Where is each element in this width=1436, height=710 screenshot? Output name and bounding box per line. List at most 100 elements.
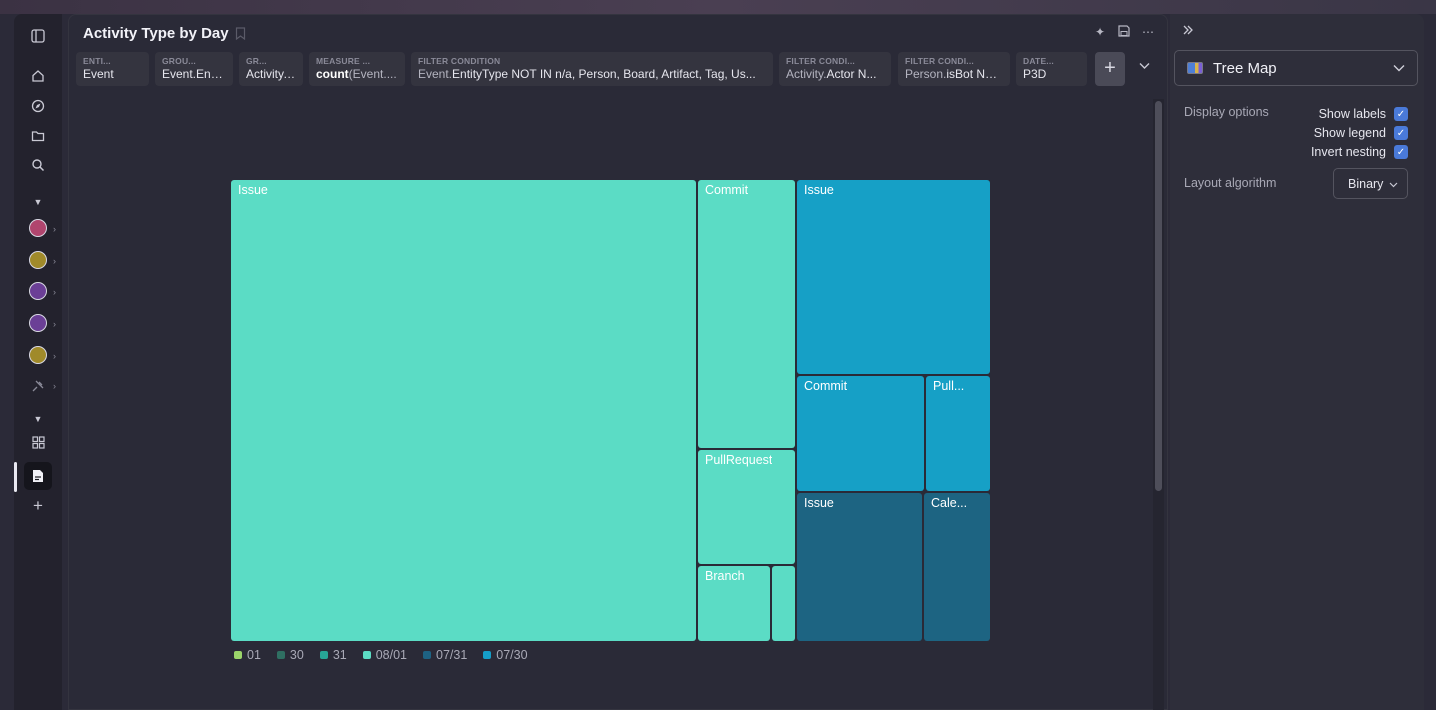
scrollbar[interactable] — [1155, 101, 1162, 491]
workspace-avatar[interactable] — [29, 282, 47, 300]
treemap-cell[interactable]: Branch — [698, 566, 770, 641]
chip-value: count — [316, 67, 349, 81]
pin-icon[interactable] — [26, 374, 50, 398]
chip-label: GR... — [246, 56, 267, 66]
caret-down-icon[interactable]: ▼ — [33, 197, 43, 207]
sparkle-icon[interactable]: ✦ — [1094, 25, 1106, 39]
chevron-right-icon[interactable]: › — [53, 351, 56, 361]
filter-chip[interactable]: FILTER CONDI... Activity.Actor N... — [779, 52, 891, 86]
document-icon[interactable] — [24, 462, 52, 490]
sidebar-toggle-icon[interactable] — [26, 24, 50, 48]
treemap-cell[interactable]: Issue — [797, 180, 990, 374]
chip-label: MEASURE ... — [316, 56, 371, 66]
legend-label: 07/31 — [436, 648, 468, 662]
display-options-title: Display options — [1184, 105, 1269, 119]
date-chip[interactable]: DATE... P3D — [1016, 52, 1087, 86]
workspace-avatar[interactable] — [29, 314, 47, 332]
add-filter-button[interactable]: + — [1095, 52, 1125, 86]
chip-label: FILTER CONDITION — [418, 56, 501, 66]
workspace-avatar[interactable] — [29, 346, 47, 364]
chip-value: isBot NO... — [946, 67, 1003, 81]
bookmark-icon[interactable] — [235, 27, 247, 41]
main-panel: Activity Type by Day ✦ ⋯ ENTI... Event G… — [68, 14, 1168, 710]
chevron-down-icon[interactable] — [1139, 61, 1150, 73]
legend-label: 08/01 — [375, 648, 407, 662]
chip-label: FILTER CONDI... — [905, 56, 974, 66]
visualization-type-label: Tree Map — [1213, 59, 1277, 77]
grid-icon[interactable] — [26, 430, 50, 454]
treemap-cell[interactable]: Cale... — [924, 493, 990, 641]
title-actions: ✦ ⋯ — [1093, 25, 1155, 40]
chevron-right-icon[interactable]: › — [53, 256, 56, 266]
filter-chip[interactable]: FILTER CONDI... Person.isBot NO... — [898, 52, 1010, 86]
visualization-type-select[interactable]: Tree Map — [1174, 50, 1418, 86]
treemap-cell[interactable]: PullRequest — [698, 450, 795, 564]
legend-label: 31 — [332, 648, 347, 662]
treemap-cell[interactable]: Issue — [797, 493, 922, 641]
legend-label: 07/30 — [496, 648, 528, 662]
legend-label: 30 — [289, 648, 304, 662]
more-options-icon[interactable]: ⋯ — [1142, 25, 1154, 39]
legend-item[interactable]: 01 — [234, 648, 261, 662]
entity-chip[interactable]: ENTI... Event — [76, 52, 149, 86]
group-by-chip[interactable]: GR... Activity.... — [239, 52, 303, 86]
legend-swatch — [276, 651, 285, 659]
chip-label: DATE... — [1023, 56, 1054, 66]
filter-chip[interactable]: FILTER CONDITION Event.EntityType NOT IN… — [411, 52, 773, 86]
chip-value-detail: (Event.... — [348, 67, 397, 81]
chevron-right-icon[interactable]: › — [53, 381, 56, 391]
show-labels-option[interactable]: Show labels ✓ — [1319, 107, 1408, 121]
layout-algorithm-value: Binary — [1348, 176, 1384, 191]
legend-item[interactable]: 07/31 — [423, 648, 467, 662]
group-by-chip[interactable]: GROU... Event.Enti... — [155, 52, 233, 86]
cell-label: Branch — [705, 569, 745, 583]
legend-item[interactable]: 30 — [276, 648, 304, 662]
chip-value: EntityType NOT IN n/a, Person, Board, Ar… — [452, 67, 756, 81]
legend-item[interactable]: 08/01 — [362, 648, 407, 662]
search-icon[interactable] — [26, 153, 50, 177]
legend-item[interactable]: 07/30 — [483, 648, 528, 662]
legend-swatch — [423, 651, 431, 659]
checkbox[interactable]: ✓ — [1394, 145, 1408, 159]
treemap-icon — [1187, 62, 1203, 74]
folder-icon[interactable] — [26, 124, 50, 148]
option-label: Show labels — [1318, 107, 1386, 121]
checkbox[interactable]: ✓ — [1394, 107, 1408, 121]
save-icon[interactable] — [1117, 25, 1131, 40]
option-label: Show legend — [1313, 126, 1386, 140]
chip-label: FILTER CONDI... — [786, 56, 855, 66]
home-icon[interactable] — [26, 64, 50, 88]
chevron-right-icon[interactable]: › — [53, 224, 56, 234]
chart-legend: 01 30 31 08/01 07/31 07/30 — [234, 648, 528, 662]
treemap-cell[interactable]: Issue — [231, 180, 696, 641]
window-top-bar — [0, 0, 1436, 14]
collapse-panel-icon[interactable] — [1182, 24, 1194, 39]
treemap-cell[interactable]: Pull... — [926, 376, 990, 491]
chevron-right-icon[interactable]: › — [53, 319, 56, 329]
compass-icon[interactable] — [26, 94, 50, 118]
chip-value-prefix: Activity. — [786, 67, 827, 81]
cell-label: Commit — [705, 183, 749, 197]
checkbox[interactable]: ✓ — [1394, 126, 1408, 140]
treemap-cell[interactable] — [772, 566, 795, 641]
chip-value: Event — [83, 67, 114, 81]
add-icon[interactable]: + — [33, 496, 43, 515]
left-rail: ▼ › › › › › › ▼ + — [14, 14, 62, 710]
legend-swatch — [483, 651, 492, 659]
chip-value: P3D — [1023, 67, 1047, 81]
legend-item[interactable]: 31 — [319, 648, 347, 662]
invert-nesting-option[interactable]: Invert nesting ✓ — [1311, 145, 1408, 159]
legend-swatch — [234, 651, 242, 659]
show-legend-option[interactable]: Show legend ✓ — [1314, 126, 1408, 140]
chevron-right-icon[interactable]: › — [53, 287, 56, 297]
caret-down-icon[interactable]: ▼ — [33, 414, 43, 424]
workspace-avatar[interactable] — [29, 219, 47, 237]
layout-algorithm-select[interactable]: Binary — [1333, 168, 1408, 199]
treemap-cell[interactable]: Commit — [797, 376, 924, 491]
measure-chip[interactable]: MEASURE ... count(Event.... — [309, 52, 405, 86]
chip-value: Activity.... — [246, 67, 296, 81]
legend-swatch — [362, 651, 371, 659]
treemap-cell[interactable]: Commit — [698, 180, 795, 448]
workspace-avatar[interactable] — [29, 251, 47, 269]
layout-algorithm-label: Layout algorithm — [1184, 176, 1277, 190]
